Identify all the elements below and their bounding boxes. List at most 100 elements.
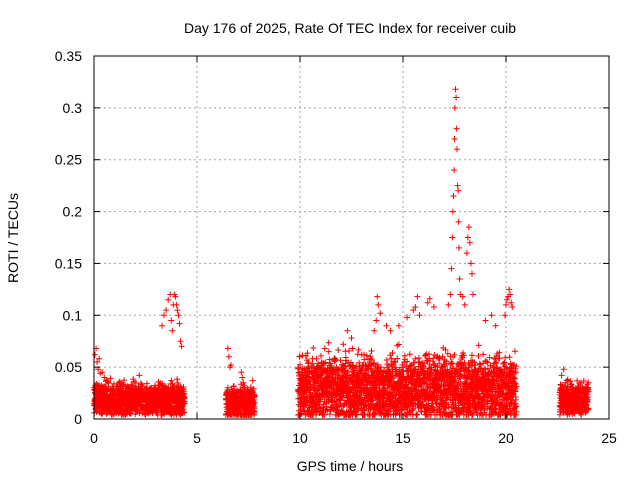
x-tick-label: 20	[498, 430, 514, 446]
data-point	[159, 322, 165, 329]
data-point	[251, 392, 258, 399]
data-point	[378, 364, 384, 371]
data-point	[163, 307, 170, 314]
data-point	[389, 350, 396, 356]
data-point	[455, 187, 462, 194]
data-point	[174, 376, 181, 383]
data-point	[239, 374, 246, 381]
y-tick-label: 0.25	[55, 152, 82, 168]
data-point	[436, 360, 443, 367]
data-point	[437, 408, 444, 415]
data-point	[107, 375, 114, 382]
data-point	[225, 353, 232, 360]
data-point	[337, 357, 344, 364]
data-point	[321, 411, 328, 418]
y-tick-label: 0.1	[63, 307, 83, 323]
data-point	[468, 260, 474, 267]
data-point	[305, 386, 312, 393]
data-point	[178, 343, 185, 350]
data-point	[321, 345, 328, 352]
data-point	[449, 234, 456, 241]
data-point	[377, 310, 384, 317]
data-point	[454, 382, 461, 389]
data-point	[175, 312, 182, 319]
data-point	[454, 182, 461, 189]
data-point	[341, 363, 348, 370]
data-point	[302, 353, 309, 359]
data-point	[452, 377, 459, 384]
data-point	[412, 355, 419, 362]
data-point	[447, 291, 454, 298]
data-point	[469, 352, 475, 359]
y-axis-label: ROTI / TECUs	[5, 193, 21, 283]
data-point	[558, 372, 565, 379]
x-tick-label: 25	[601, 430, 617, 446]
data-point	[161, 312, 167, 319]
data-point	[344, 368, 351, 375]
data-point	[368, 396, 375, 403]
data-point	[457, 375, 464, 382]
data-point	[492, 322, 499, 329]
data-point	[169, 327, 176, 334]
data-point	[92, 351, 98, 358]
data-point	[414, 293, 421, 300]
data-point	[362, 401, 369, 408]
data-point	[224, 384, 231, 391]
data-point	[181, 409, 188, 416]
x-tick-label: 15	[395, 430, 411, 446]
data-point	[300, 408, 307, 415]
data-point	[392, 364, 399, 371]
data-point	[509, 304, 516, 310]
data-point	[348, 335, 355, 342]
data-point	[165, 296, 172, 303]
data-point	[105, 379, 112, 386]
data-point	[325, 348, 332, 355]
y-tick-label: 0.05	[55, 359, 82, 375]
data-point	[249, 377, 256, 384]
data-point	[390, 361, 397, 368]
x-tick-label: 5	[193, 430, 201, 446]
data-point	[440, 361, 447, 368]
data-point	[340, 341, 347, 348]
data-point	[335, 370, 342, 377]
data-point	[176, 320, 183, 327]
data-point	[168, 377, 175, 384]
data-point	[181, 400, 188, 407]
data-point	[455, 218, 462, 225]
data-point	[453, 94, 460, 101]
data-point	[446, 387, 453, 394]
y-tick-label: 0.35	[55, 48, 82, 64]
data-point	[445, 301, 452, 308]
data-point	[109, 411, 116, 418]
data-point	[174, 307, 181, 314]
data-point	[414, 411, 421, 418]
data-point	[444, 350, 451, 357]
data-point	[318, 352, 324, 359]
data-point	[391, 359, 398, 366]
data-point	[466, 239, 473, 246]
data-point	[395, 322, 402, 329]
data-point	[336, 396, 343, 403]
data-point	[180, 406, 187, 413]
data-point	[482, 317, 489, 324]
data-point	[348, 397, 355, 404]
data-point	[307, 381, 314, 388]
data-point	[325, 339, 332, 346]
data-point	[407, 411, 414, 417]
data-point	[430, 304, 437, 310]
data-points	[91, 86, 592, 418]
data-point	[394, 355, 401, 362]
data-point	[296, 353, 303, 360]
data-point	[136, 372, 143, 379]
x-axis-label: GPS time / hours	[297, 458, 404, 474]
data-point	[464, 234, 471, 241]
data-point	[436, 355, 443, 361]
data-point	[355, 346, 362, 353]
data-point	[465, 224, 472, 231]
data-point	[313, 355, 320, 362]
data-point	[460, 352, 467, 359]
y-tick-label: 0.15	[55, 255, 82, 271]
data-point	[488, 312, 495, 319]
data-point	[453, 125, 460, 132]
data-point	[404, 358, 411, 365]
